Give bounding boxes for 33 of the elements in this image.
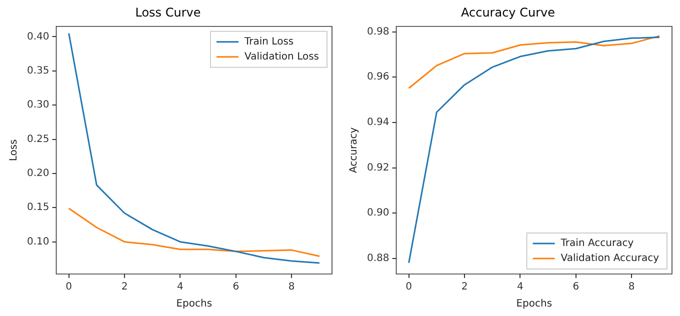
chart-title: Loss Curve (135, 5, 201, 20)
x-axis-title: Epochs (516, 298, 552, 310)
x-tick-label: 0 (66, 282, 72, 293)
x-tick-label: 8 (628, 282, 635, 293)
y-tick-label: 0.20 (27, 168, 50, 180)
x-tick-label: 4 (517, 282, 524, 293)
y-tick-label: 0.25 (27, 134, 50, 145)
x-tick-label: 0 (406, 282, 412, 293)
chart-title: Accuracy Curve (460, 5, 556, 20)
legend-label: Validation Loss (244, 51, 320, 62)
y-axis-title: Accuracy (348, 127, 360, 174)
y-axis-title: Loss (8, 139, 20, 162)
legend-label: Train Loss (244, 36, 294, 48)
y-tick-label: 0.96 (367, 72, 390, 83)
y-tick-label: 0.90 (367, 208, 390, 219)
y-tick-label: 0.10 (27, 236, 50, 248)
x-tick-label: 2 (461, 282, 468, 293)
y-tick-label: 0.94 (367, 117, 390, 128)
legend-label: Train Accuracy (560, 238, 634, 250)
x-tick-label: 6 (232, 282, 240, 293)
y-tick-label: 0.40 (27, 31, 50, 42)
legend-label: Validation Accuracy (560, 253, 660, 264)
y-tick-label: 0.30 (27, 100, 50, 111)
x-tick-label: 4 (177, 282, 184, 293)
y-tick-label: 0.35 (27, 65, 50, 76)
x-tick-label: 2 (121, 282, 128, 293)
y-tick-label: 0.98 (367, 26, 390, 38)
y-tick-label: 0.92 (367, 162, 390, 174)
x-axis-title: Epochs (176, 298, 212, 310)
y-tick-label: 0.88 (367, 252, 390, 264)
x-tick-label: 6 (572, 282, 580, 293)
x-tick-label: 8 (288, 282, 295, 293)
y-tick-label: 0.15 (27, 202, 50, 214)
